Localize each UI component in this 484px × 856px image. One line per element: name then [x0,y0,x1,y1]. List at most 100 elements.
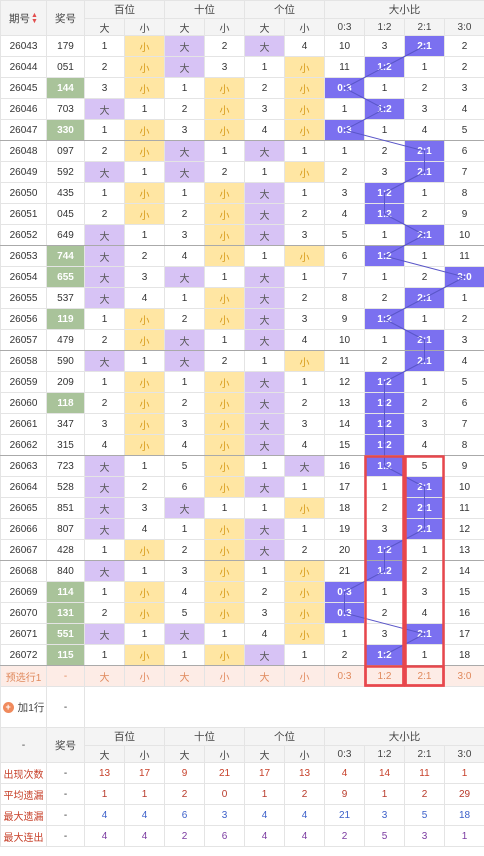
period-cell: 26051 [0,203,47,225]
footer-subheader-cell: 小 [124,745,165,763]
digit-cell: 1 [84,182,125,204]
ratio-cell: 15 [324,434,365,456]
number-cell: 330 [46,119,85,141]
digit-cell: 小 [204,518,245,540]
add-row-button[interactable]: + 加1行 [0,686,47,728]
table-row: 26071 551 大 1 大 1 4 小 1 3 2:1 17 [0,623,484,645]
prediction-option[interactable]: 3:0 [444,665,484,687]
ratio-cell: 1 [444,287,484,309]
table-row: 26053 744 大 2 4 小 1 小 6 1:2 1 11 [0,245,484,267]
stats-row: 最大连出 -4 4 2 6 4 4 2 5 3 1 [0,825,484,847]
prediction-option[interactable]: 0:3 [324,665,365,687]
period-header[interactable]: 期号▲ ▼ [0,0,47,36]
prediction-option[interactable]: 大 [164,665,205,687]
prediction-option[interactable]: 小 [124,665,165,687]
ratio-cell: 12 [324,371,365,393]
footer-subheader-cell: 大 [164,745,205,763]
ratio-cell: 19 [324,518,365,540]
digit-cell: 小 [204,392,245,414]
digit-cell: 小 [124,182,165,204]
digit-cell: 2 [164,308,205,330]
prediction-option[interactable]: 小 [204,665,245,687]
prediction-row[interactable]: 预选行1- 大小大小大小 0:3 1:2 2:1 3:0 [0,665,484,687]
digit-cell: 大 [244,371,285,393]
ratio-cell: 1:2 [364,413,405,435]
digit-cell: 大 [284,455,325,477]
ratio-cell: 1 [364,77,405,99]
number-cell: 551 [46,623,85,645]
digit-cell: 1 [244,455,285,477]
number-header: 奖号 [46,0,85,36]
digit-cell: 小 [284,119,325,141]
digit-cell: 5 [164,455,205,477]
digit-cell: 1 [164,77,205,99]
prediction-option[interactable]: 小 [284,665,325,687]
stats-label: 最大连出 [0,825,47,847]
stats-value: 4 [124,804,165,826]
ratio-cell: 17 [324,476,365,498]
stats-value: 0 [204,783,245,805]
table-row: 26058 590 大 1 大 2 1 小 11 2 2:1 4 [0,350,484,372]
digit-cell: 1 [84,35,125,57]
digit-cell: 1 [244,497,285,519]
ratio-cell: 1:2 [364,203,405,225]
digit-cell: 小 [124,602,165,624]
digit-cell: 小 [124,56,165,78]
ratio-cell: 3 [364,518,405,540]
ratio-cell: 16 [444,602,484,624]
prediction-option[interactable]: 大 [84,665,125,687]
digit-cell: 大 [244,182,285,204]
ratio-cell: 8 [324,287,365,309]
footer-tens-header: 十位 [164,727,245,746]
number-cell: 118 [46,392,85,414]
digit-cell: 小 [204,476,245,498]
digit-cell: 大 [244,203,285,225]
ratio-cell: 4 [404,602,445,624]
number-cell: 703 [46,98,85,120]
digit-cell: 大 [84,98,125,120]
prediction-option[interactable]: 大 [244,665,285,687]
digit-cell: 2 [84,56,125,78]
table-row: 26059 209 1 小 1 小大 1 12 1:2 1 5 [0,371,484,393]
ratio-cell: 13 [444,539,484,561]
ratio-cell: 8 [444,182,484,204]
number-cell: 315 [46,434,85,456]
number-cell: 051 [46,56,85,78]
period-cell: 26057 [0,329,47,351]
number-cell: 592 [46,161,85,183]
subheader-cell: 大 [244,18,285,36]
period-cell: 26052 [0,224,47,246]
subheader-cell: 小 [124,18,165,36]
stats-value: 3 [364,804,405,826]
digit-cell: 大 [164,140,205,162]
subheader-cell: 0:3 [324,18,365,36]
number-cell: 435 [46,182,85,204]
prediction-option[interactable]: 2:1 [404,665,445,687]
number-cell: 807 [46,518,85,540]
digit-cell: 2 [164,98,205,120]
ratio-cell: 3 [404,413,445,435]
digit-cell: 小 [204,644,245,666]
ratio-cell: 1:2 [364,371,405,393]
ratio-cell: 17 [444,623,484,645]
period-cell: 26062 [0,434,47,456]
footer-hundreds-header: 百位 [84,727,165,746]
number-cell: 655 [46,266,85,288]
sort-icon[interactable]: ▲ ▼ [31,11,38,25]
ratio-cell: 1:2 [364,308,405,330]
digit-cell: 小 [204,308,245,330]
stats-value: 18 [444,804,484,826]
digit-cell: 小 [204,371,245,393]
prediction-option[interactable]: 1:2 [364,665,405,687]
ratio-cell: 5 [444,371,484,393]
stats-row: 最大遗漏 -4 4 6 3 4 4 21 3 5 18 [0,804,484,826]
stats-value: 2 [404,783,445,805]
stats-value: 4 [284,804,325,826]
digit-cell: 2 [84,203,125,225]
digit-cell: 小 [124,371,165,393]
digit-cell: 2 [124,245,165,267]
period-cell: 26071 [0,623,47,645]
period-cell: 26072 [0,644,47,666]
digit-cell: 4 [84,434,125,456]
ratio-cell: 2:1 [404,140,445,162]
